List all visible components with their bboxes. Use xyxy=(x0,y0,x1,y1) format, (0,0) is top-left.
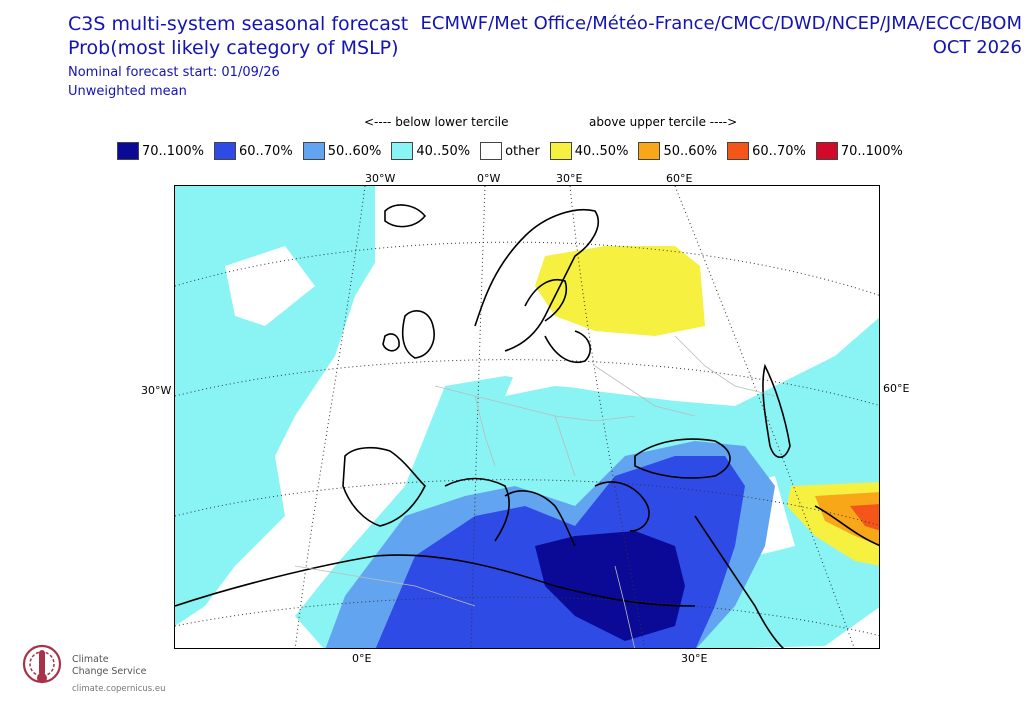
legend-label: other xyxy=(505,143,540,159)
legend-swatch xyxy=(549,142,572,160)
map-canvas xyxy=(175,186,879,648)
below-tercile-70-100-area xyxy=(535,531,685,641)
logo-url: climate.copernicus.eu xyxy=(72,684,166,694)
legend-swatch xyxy=(815,142,838,160)
legend-swatch xyxy=(638,142,661,160)
tick-top-60e: 60°E xyxy=(666,172,693,185)
legend-label: 50..60% xyxy=(663,143,718,159)
logo-line2: Change Service xyxy=(72,666,147,677)
legend-label: 60..70% xyxy=(752,143,806,159)
tick-top-30e: 30°E xyxy=(556,172,583,185)
legend-swatch xyxy=(391,142,414,160)
legend-item: 70..100% xyxy=(117,142,204,160)
legend-swatch xyxy=(213,142,236,160)
copernicus-logo-icon xyxy=(22,644,62,684)
tick-bottom-30e: 30°E xyxy=(681,652,708,665)
legend-item: 70..100% xyxy=(815,142,903,160)
forecast-map xyxy=(174,185,880,649)
coastlines xyxy=(175,204,879,648)
legend-label: 40..50% xyxy=(416,143,471,159)
legend-label: 40..50% xyxy=(574,143,629,159)
legend-label: 70..100% xyxy=(840,143,903,159)
map-variable: Prob(most likely category of MSLP) xyxy=(68,37,399,59)
legend-item: 60..70% xyxy=(213,142,293,160)
legend-item: 50..60% xyxy=(302,142,382,160)
tick-right-60e: 60°E xyxy=(883,382,910,395)
tick-bottom-0e: 0°E xyxy=(352,652,372,665)
legend-swatch xyxy=(727,142,750,160)
legend-item: 50..60% xyxy=(638,142,717,160)
legend-label: 50..60% xyxy=(327,143,382,159)
weighting: Unweighted mean xyxy=(68,84,187,99)
tick-top-30w: 30°W xyxy=(365,172,396,185)
logo-line1: Climate xyxy=(72,654,109,665)
country-borders xyxy=(294,335,776,648)
legend-label: 60..70% xyxy=(238,143,293,159)
centres-block: ECMWF/Met Office/Météo-France/CMCC/DWD/N… xyxy=(421,12,1022,60)
tick-left-30w: 30°W xyxy=(141,384,172,397)
legend: 70..100% 60..70% 50..60% 40..50% other 4… xyxy=(117,142,913,160)
legend-swatch xyxy=(302,142,325,160)
copernicus-logo: Climate Change Service climate.copernicu… xyxy=(22,642,172,697)
centres-list: ECMWF/Met Office/Météo-France/CMCC/DWD/N… xyxy=(420,13,1022,34)
legend-item: 40..50% xyxy=(391,142,470,160)
legend-swatch xyxy=(480,142,503,160)
above-tercile-60-70-area xyxy=(850,504,879,531)
tick-top-0w: 0°W xyxy=(477,172,501,185)
above-tercile-label: above upper tercile ----> xyxy=(589,115,738,129)
legend-item: 40..50% xyxy=(549,142,629,160)
forecast-start: Nominal forecast start: 01/09/26 xyxy=(68,65,280,80)
map-title: C3S multi-system seasonal forecast xyxy=(68,13,409,35)
legend-item: 60..70% xyxy=(727,142,806,160)
title-block: C3S multi-system seasonal forecast Prob(… xyxy=(68,12,408,101)
valid-month: OCT 2026 xyxy=(932,37,1022,58)
legend-item: other xyxy=(480,142,540,160)
graticule xyxy=(175,186,879,648)
legend-label: 70..100% xyxy=(142,143,204,159)
legend-swatch xyxy=(117,142,139,160)
below-tercile-label: <---- below lower tercile xyxy=(364,115,509,129)
